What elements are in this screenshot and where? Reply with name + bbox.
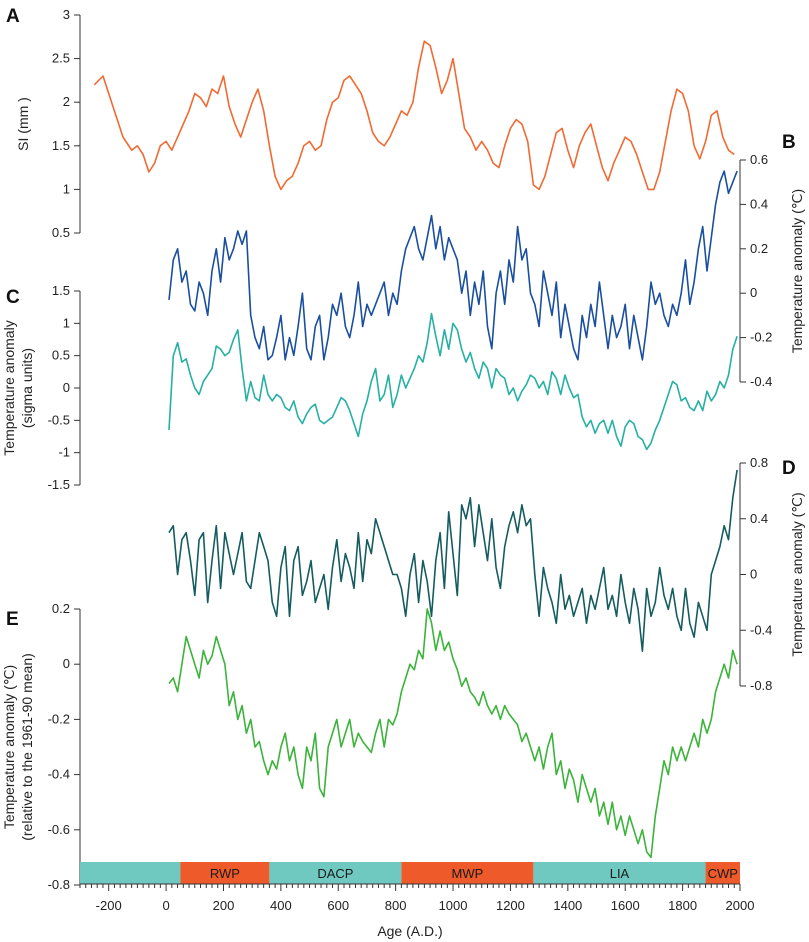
period-segment [269, 862, 402, 884]
y-tick-label: 0.4 [750, 511, 768, 526]
y-tick-label: 0.5 [52, 225, 70, 240]
x-tick-label: 1600 [611, 898, 640, 913]
panel-letter: C [6, 287, 20, 308]
x-tick-label: 1400 [553, 898, 582, 913]
y-tick-label: -0.4 [750, 374, 772, 389]
y-tick-label: -0.4 [48, 767, 70, 782]
y-tick-label: 0 [750, 285, 757, 300]
series-line-a [93, 40, 735, 191]
period-label: DACP [317, 866, 353, 881]
panel-d: -0.8 -0.4 0 0.4 0.8 D Temperature anomaly (℃) [168, 455, 805, 693]
x-axis-ticks: -200 0 200 400 600 800 1000 1200 1400 1600 1800 200… [79, 884, 755, 913]
panel-letter: B [782, 132, 796, 153]
x-tick-label: 1800 [668, 898, 697, 913]
y-tick-label: 0.4 [750, 196, 768, 211]
x-tick-label: 1000 [439, 898, 468, 913]
x-tick-label: 0 [162, 898, 169, 913]
x-tick-label: 400 [270, 898, 292, 913]
series-line-d [168, 469, 738, 652]
series-line-b [168, 170, 738, 361]
y-tick-label: 0.6 [750, 152, 768, 167]
x-tick-label: 1200 [496, 898, 525, 913]
panel-y-axis-title: Temperature anomaly (℃) [1, 665, 17, 829]
y-tick-label: 0.8 [750, 455, 768, 470]
y-tick-label: 1.5 [52, 283, 70, 298]
period-segment [180, 862, 270, 884]
x-axis-label: Age (A.D.) [377, 923, 442, 939]
series-line-c [168, 312, 738, 451]
y-tick-label: -0.2 [750, 330, 772, 345]
y-tick-label: 1 [63, 181, 70, 196]
period-segment [80, 862, 181, 884]
y-tick-label: 1.5 [52, 138, 70, 153]
y-tick-label: 1 [63, 315, 70, 330]
y-tick-label: 3 [63, 7, 70, 22]
panel-e: -0.8 -0.6 -0.4 -0.2 0 0.2 E Temperature anomaly… [1, 601, 738, 892]
x-tick-label: -200 [96, 898, 122, 913]
x-axis: -200 0 200 400 600 800 1000 1200 1400 1600 1800 200… [79, 883, 755, 939]
series-line-e [168, 608, 738, 859]
panel-y-axis-subtitle: (sigma units) [19, 348, 35, 428]
x-tick-label: 2000 [726, 898, 755, 913]
y-tick-label: -0.4 [750, 622, 772, 637]
x-tick-label: 200 [213, 898, 235, 913]
period-label: RWP [210, 866, 240, 881]
period-segment [705, 862, 740, 884]
panel-a: 0.5 1 1.5 2 2.5 3 A SI (mm ) [6, 6, 735, 240]
y-tick-label: -0.8 [750, 678, 772, 693]
period-bar: RWP DACP MWP LIA CWP [80, 862, 740, 884]
period-label: MWP [452, 866, 484, 881]
y-tick-label: -0.8 [48, 877, 70, 892]
period-label: LIA [610, 866, 630, 881]
panel-y-axis-subtitle: (relative to the 1961-90 mean) [19, 653, 35, 841]
y-tick-label: 0 [63, 380, 70, 395]
period-label: CWP [708, 866, 738, 881]
y-tick-label: -0.5 [48, 412, 70, 427]
panel-letter: D [782, 458, 796, 479]
y-tick-label: -1.5 [48, 477, 70, 492]
panel-letter: E [6, 609, 19, 630]
panel-y-axis-title: Temperature anomaly [1, 320, 17, 455]
panel-c: -1.5 -1 -0.5 0 0.5 1 1.5 C Temperature anomaly (s… [1, 283, 738, 492]
panel-y-axis-title: Temperature anomaly (℃) [789, 189, 805, 353]
x-tick-label: 800 [385, 898, 407, 913]
period-segment [533, 862, 706, 884]
y-tick-label: 0.5 [52, 348, 70, 363]
y-tick-label: 0.2 [750, 241, 768, 256]
y-tick-label: 0 [750, 567, 757, 582]
y-tick-label: 0.2 [52, 601, 70, 616]
y-tick-label: 0 [63, 656, 70, 671]
y-tick-label: -0.6 [48, 822, 70, 837]
x-tick-label: 600 [327, 898, 349, 913]
panel-y-axis-title: SI (mm ) [15, 97, 31, 151]
y-tick-label: 2 [63, 94, 70, 109]
panel-b: -0.4 -0.2 0 0.2 0.4 0.6 B Temperature anomaly (… [168, 132, 805, 389]
y-tick-label: 2.5 [52, 51, 70, 66]
panels-layer: 0.5 1 1.5 2 2.5 3 A SI (mm ) -0.4 -0.2 0 0.2 0.4 0.6 B… [1, 6, 805, 892]
panel-letter: A [6, 6, 20, 27]
y-tick-label: -1 [58, 445, 70, 460]
period-segment [401, 862, 534, 884]
panel-y-axis-title: Temperature anomaly (℃) [789, 492, 805, 656]
y-tick-label: -0.2 [48, 711, 70, 726]
